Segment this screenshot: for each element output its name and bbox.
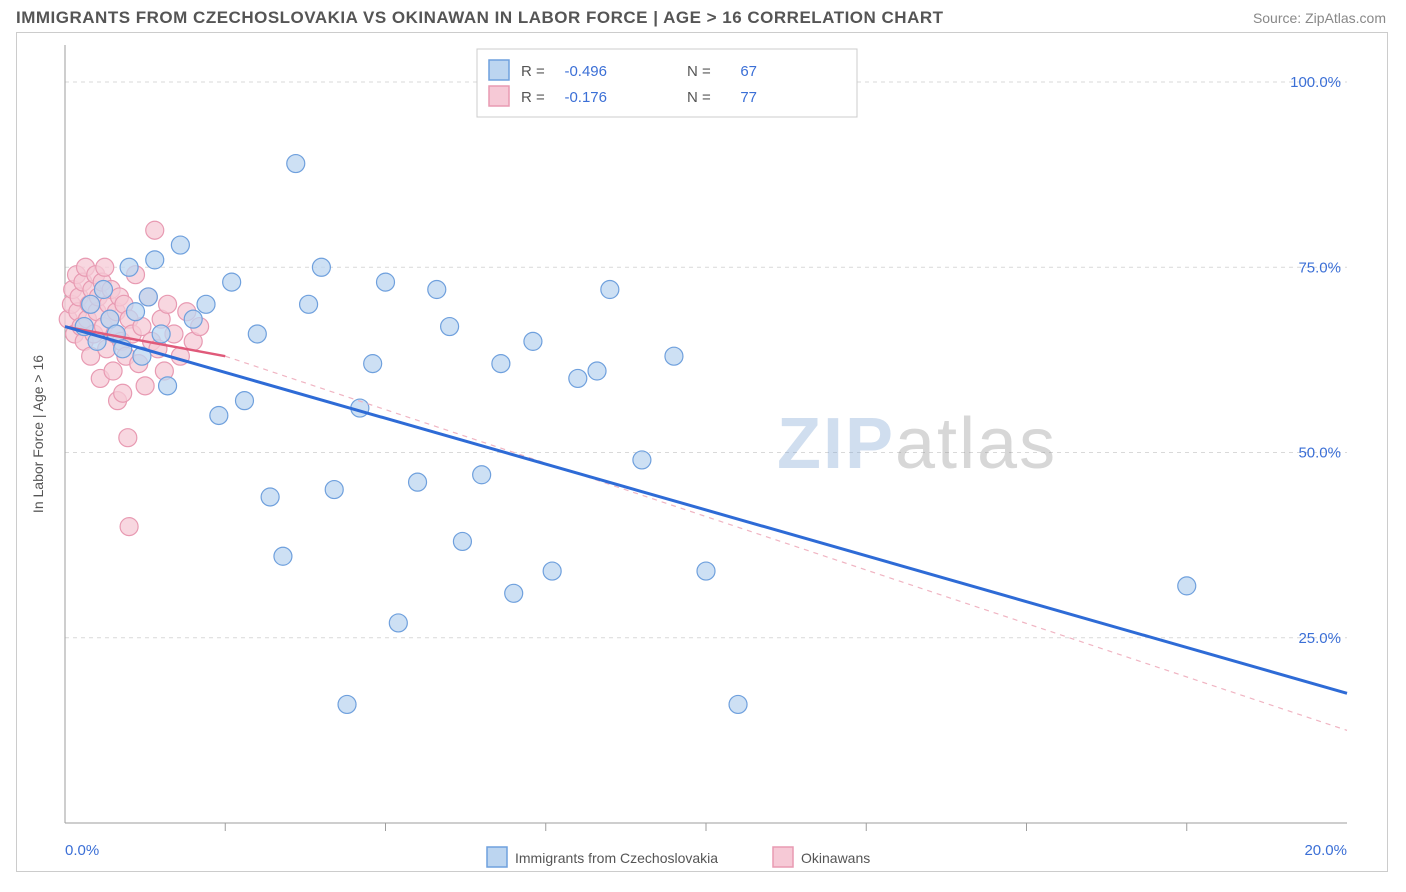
svg-text:20.0%: 20.0% <box>1304 842 1347 859</box>
svg-text:N =: N = <box>687 63 711 80</box>
svg-text:-0.496: -0.496 <box>564 63 607 80</box>
svg-text:0.0%: 0.0% <box>65 842 99 859</box>
title-bar: IMMIGRANTS FROM CZECHOSLOVAKIA VS OKINAW… <box>0 0 1406 32</box>
svg-text:75.0%: 75.0% <box>1298 259 1341 276</box>
correlation-scatter-chart: 0.0% 20.0% 25.0% 50.0% 75.0% 100.0% In Labor F… <box>17 33 1389 873</box>
chart-title: IMMIGRANTS FROM CZECHOSLOVAKIA VS OKINAW… <box>16 8 944 28</box>
svg-text:Immigrants from Czechoslovakia: Immigrants from Czechoslovakia <box>515 850 718 866</box>
svg-text:77: 77 <box>740 89 757 106</box>
svg-text:67: 67 <box>740 63 757 80</box>
chart-container: 0.0% 20.0% 25.0% 50.0% 75.0% 100.0% In Labor F… <box>16 32 1388 872</box>
svg-text:In Labor Force | Age > 16: In Labor Force | Age > 16 <box>30 355 46 513</box>
svg-text:N =: N = <box>687 89 711 106</box>
svg-text:50.0%: 50.0% <box>1298 445 1341 462</box>
svg-text:R =: R = <box>521 89 545 106</box>
svg-text:25.0%: 25.0% <box>1298 630 1341 647</box>
svg-text:R =: R = <box>521 63 545 80</box>
source-label: Source: ZipAtlas.com <box>1253 10 1386 26</box>
svg-text:Okinawans: Okinawans <box>801 850 870 866</box>
svg-text:-0.176: -0.176 <box>564 89 607 106</box>
svg-text:100.0%: 100.0% <box>1290 74 1341 91</box>
